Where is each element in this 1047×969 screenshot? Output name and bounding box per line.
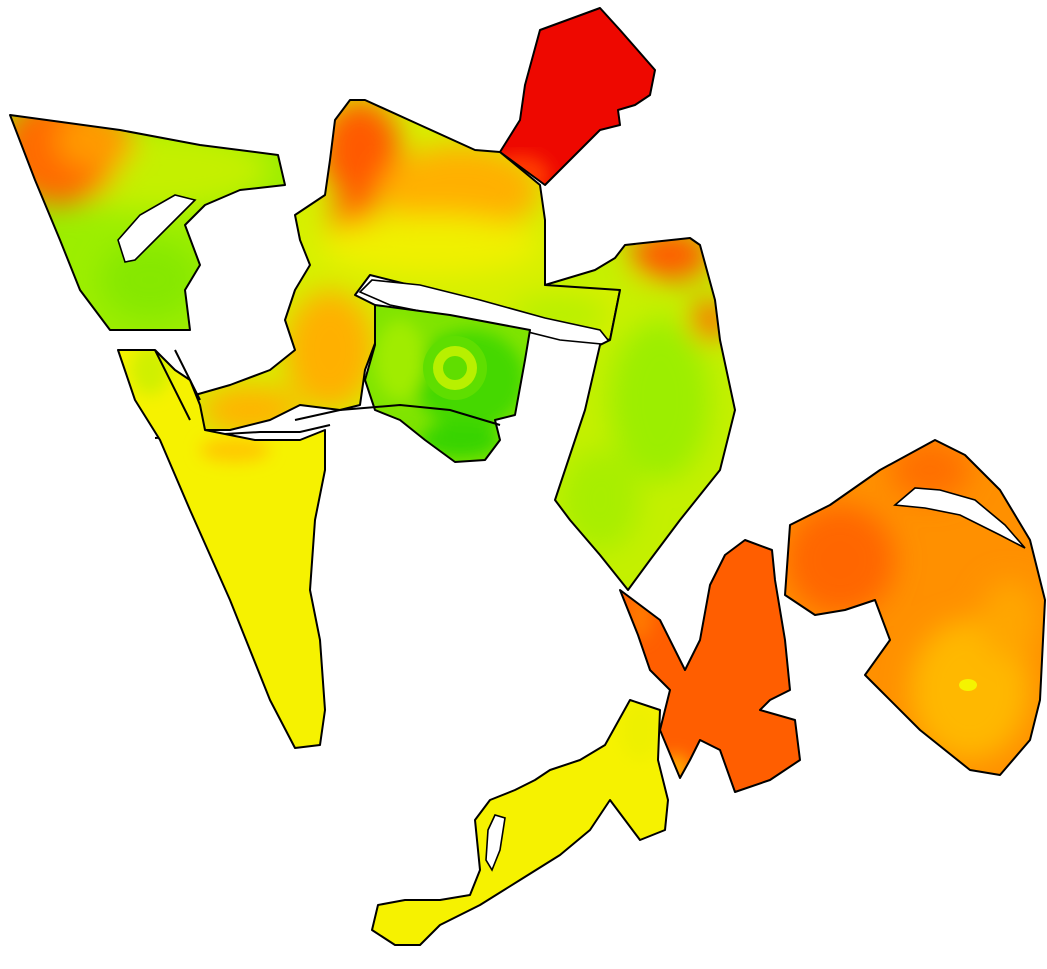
channel-line [294, 403, 501, 426]
tail-hole [485, 814, 506, 872]
south-tail-field [371, 699, 669, 946]
southeast-field [784, 439, 1046, 776]
central-east-field [544, 237, 736, 591]
nw-hole [117, 194, 197, 263]
se-hole [893, 487, 1026, 549]
northwest-field [9, 114, 286, 331]
